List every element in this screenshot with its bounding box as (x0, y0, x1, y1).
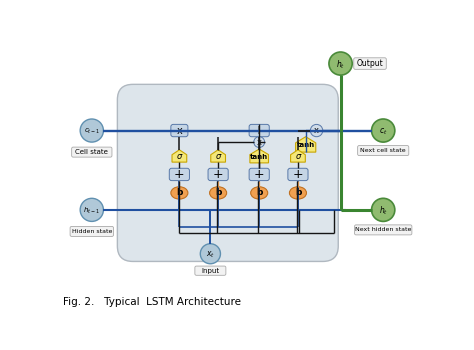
Text: $c_{t-1}$: $c_{t-1}$ (83, 127, 100, 136)
FancyBboxPatch shape (288, 168, 308, 181)
Text: x: x (257, 138, 262, 147)
Polygon shape (296, 137, 316, 152)
FancyBboxPatch shape (70, 226, 113, 237)
Text: x: x (314, 126, 319, 135)
FancyBboxPatch shape (171, 124, 188, 137)
FancyBboxPatch shape (208, 168, 228, 181)
Text: σ: σ (177, 152, 182, 161)
Text: tanh: tanh (297, 142, 315, 148)
Ellipse shape (171, 187, 188, 199)
Polygon shape (211, 150, 226, 162)
Text: $c_t$: $c_t$ (379, 126, 387, 136)
Text: +: + (292, 168, 303, 181)
Circle shape (254, 137, 264, 147)
Text: tanh: tanh (250, 154, 268, 160)
Text: $h_t$: $h_t$ (336, 58, 345, 71)
Text: +: + (254, 168, 264, 181)
FancyBboxPatch shape (72, 147, 112, 157)
Text: σ: σ (216, 152, 221, 161)
Text: +: + (254, 124, 264, 137)
FancyBboxPatch shape (118, 84, 338, 261)
FancyBboxPatch shape (354, 58, 386, 69)
Text: Cell state: Cell state (75, 149, 108, 155)
Text: $x_t$: $x_t$ (206, 249, 215, 260)
FancyBboxPatch shape (249, 124, 269, 137)
Text: σ: σ (295, 152, 301, 161)
Text: b: b (176, 188, 182, 197)
FancyBboxPatch shape (249, 168, 269, 181)
Text: b: b (256, 188, 263, 197)
Circle shape (329, 52, 352, 75)
Text: b: b (295, 188, 301, 197)
Ellipse shape (210, 187, 227, 199)
Ellipse shape (251, 187, 268, 199)
Circle shape (372, 119, 395, 142)
FancyBboxPatch shape (355, 225, 412, 235)
Text: Next hidden state: Next hidden state (355, 228, 411, 232)
Text: +: + (254, 124, 264, 137)
Text: b: b (215, 188, 221, 197)
Polygon shape (291, 150, 305, 162)
Text: $h_t$: $h_t$ (379, 204, 388, 217)
Circle shape (310, 124, 323, 137)
Text: +: + (174, 168, 185, 181)
FancyBboxPatch shape (169, 168, 190, 181)
Polygon shape (172, 150, 187, 162)
Circle shape (201, 244, 220, 264)
Text: Hidden state: Hidden state (72, 229, 112, 234)
Text: +: + (213, 168, 223, 181)
FancyBboxPatch shape (357, 146, 409, 155)
Text: x: x (176, 126, 182, 135)
FancyBboxPatch shape (195, 266, 226, 275)
Circle shape (372, 198, 395, 222)
Text: Output: Output (356, 59, 383, 68)
Polygon shape (250, 149, 268, 163)
Text: $h_{t-1}$: $h_{t-1}$ (83, 205, 100, 216)
Text: Fig. 2.   Typical  LSTM Architecture: Fig. 2. Typical LSTM Architecture (63, 297, 241, 307)
Ellipse shape (290, 187, 307, 199)
Circle shape (80, 119, 103, 142)
Circle shape (80, 198, 103, 222)
Text: Next cell state: Next cell state (360, 148, 406, 153)
Text: Input: Input (201, 268, 219, 274)
